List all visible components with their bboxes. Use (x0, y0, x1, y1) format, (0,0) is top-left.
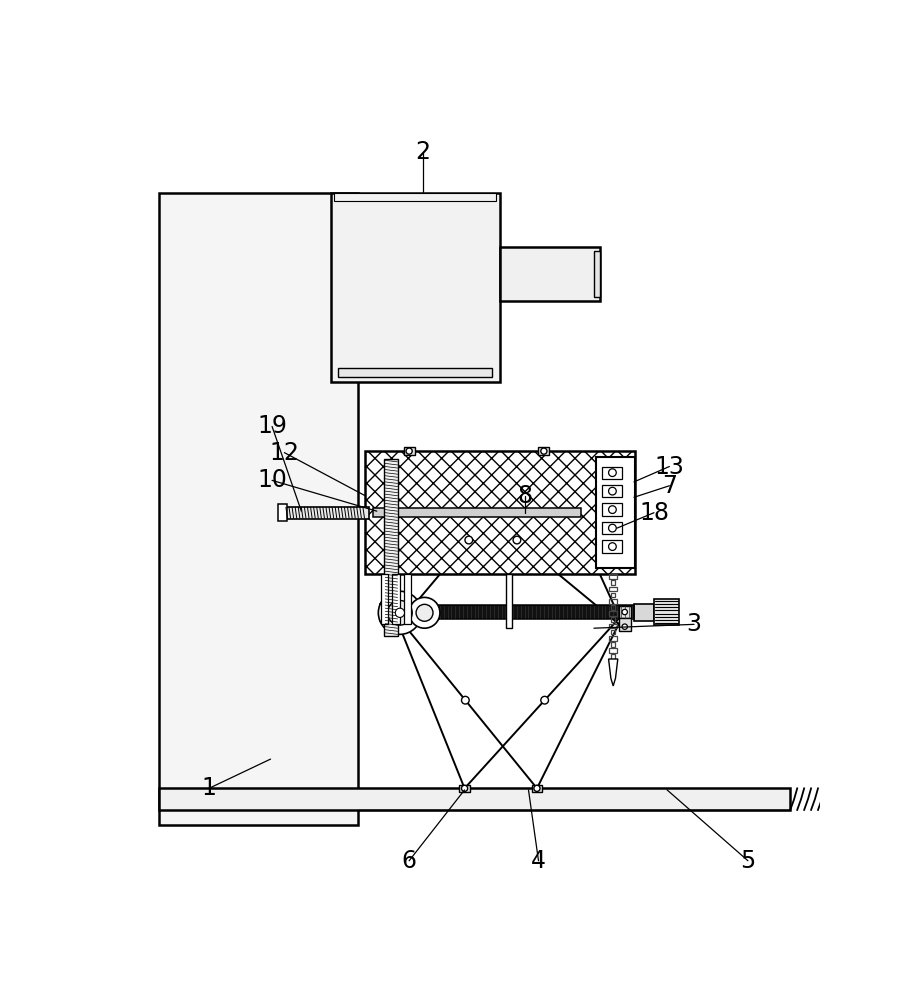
Bar (459, 785, 470, 792)
Bar (602, 485, 622, 497)
Circle shape (416, 604, 433, 621)
Text: 5: 5 (740, 849, 756, 873)
Circle shape (378, 591, 421, 634)
Bar (500, 247, 600, 301)
Bar (380, 574, 388, 624)
Circle shape (409, 597, 440, 628)
Text: 2: 2 (416, 140, 430, 164)
Circle shape (395, 608, 405, 617)
Bar (388, 618, 400, 631)
Bar (610, 636, 617, 641)
Text: 13: 13 (654, 454, 685, 479)
Text: 19: 19 (257, 414, 287, 438)
Bar (610, 599, 617, 604)
Bar (538, 447, 549, 455)
Circle shape (465, 536, 473, 544)
Bar (654, 599, 678, 625)
Text: 3: 3 (686, 612, 702, 636)
Text: 1: 1 (201, 776, 217, 800)
Bar (611, 630, 615, 634)
Circle shape (609, 506, 616, 513)
Circle shape (541, 696, 548, 704)
Text: 4: 4 (531, 849, 546, 873)
Bar (634, 604, 654, 620)
Bar (610, 624, 617, 628)
Bar (366, 451, 634, 574)
Bar (611, 593, 615, 597)
Bar (284, 507, 369, 519)
Bar (611, 605, 615, 610)
Circle shape (406, 448, 412, 454)
Bar (373, 508, 580, 517)
Bar (404, 447, 415, 455)
Bar (331, 193, 500, 382)
Bar (385, 459, 399, 636)
Circle shape (609, 487, 616, 495)
Bar (602, 522, 622, 534)
Bar (611, 617, 615, 622)
Bar (594, 251, 600, 297)
Bar (159, 193, 357, 825)
Polygon shape (609, 659, 618, 686)
Bar (602, 503, 622, 516)
Circle shape (391, 609, 397, 615)
Circle shape (609, 524, 616, 532)
Bar (278, 504, 288, 521)
Bar (611, 642, 615, 647)
Text: 6: 6 (401, 849, 417, 873)
Text: 12: 12 (270, 441, 299, 465)
Bar (506, 574, 513, 628)
Bar (380, 604, 400, 620)
Bar (338, 368, 493, 377)
Circle shape (609, 543, 616, 550)
Bar (335, 193, 496, 201)
Bar (400, 605, 634, 619)
Circle shape (622, 624, 627, 629)
Bar (388, 606, 400, 618)
Text: 7: 7 (662, 474, 677, 498)
Bar (619, 606, 631, 618)
Bar (404, 574, 411, 624)
Bar (610, 648, 617, 653)
Bar (610, 574, 617, 579)
Bar (619, 618, 631, 631)
Bar (596, 457, 634, 568)
Bar (610, 587, 617, 591)
Text: 18: 18 (639, 501, 669, 525)
Text: 8: 8 (517, 484, 532, 508)
Bar (532, 785, 542, 792)
Bar (392, 574, 400, 624)
Bar (602, 540, 622, 553)
Bar (159, 788, 791, 810)
Circle shape (534, 785, 540, 791)
Circle shape (622, 609, 627, 615)
Bar (602, 466, 622, 479)
Circle shape (462, 785, 468, 791)
Bar (610, 611, 617, 616)
Circle shape (462, 696, 469, 704)
Circle shape (541, 448, 547, 454)
Circle shape (609, 469, 616, 477)
Bar (611, 654, 615, 659)
Circle shape (388, 600, 412, 625)
Circle shape (391, 624, 397, 629)
Circle shape (513, 536, 521, 544)
Bar (611, 580, 615, 585)
Text: 10: 10 (257, 468, 287, 492)
